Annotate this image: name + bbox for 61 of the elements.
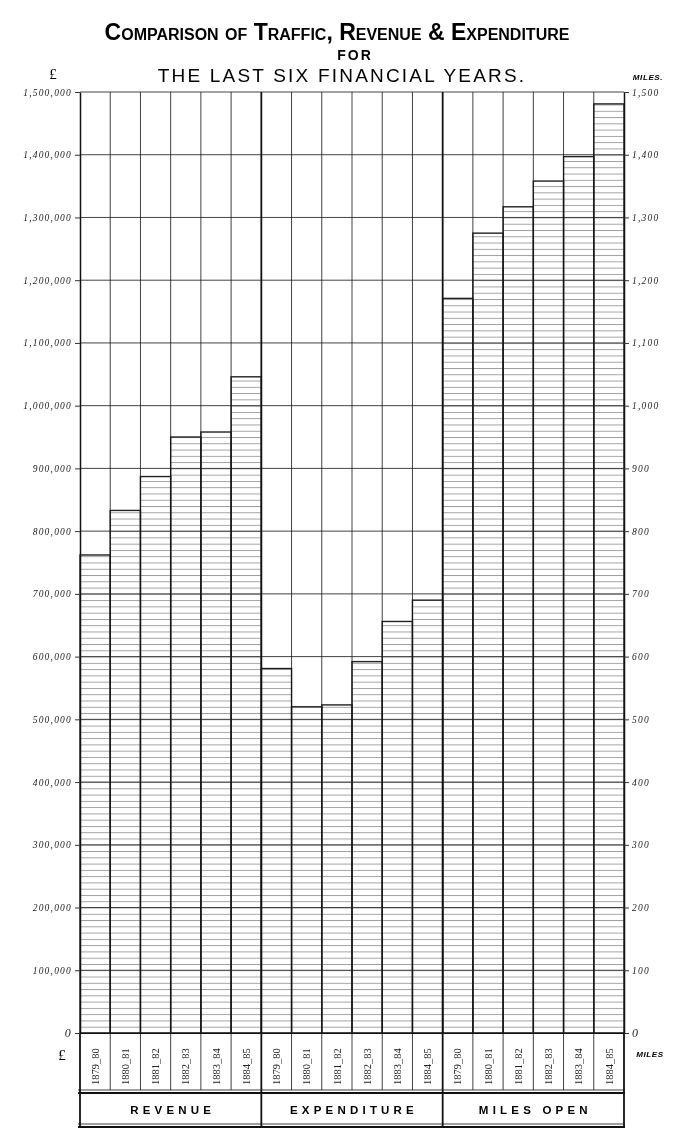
x-tick-label: 1882_83 [543, 1048, 555, 1085]
y-tick-label: 900,000 [32, 463, 72, 474]
x-tick-label: 1883_84 [210, 1047, 222, 1085]
y-tick-label: 300 [631, 840, 650, 851]
x-tick-label: 1881_82 [512, 1048, 524, 1085]
x-axis-title: EXPENDITURE [290, 1104, 418, 1116]
y-tick-label: 400 [632, 777, 650, 788]
y-tick-label: 600 [632, 652, 650, 663]
y-tick-label: 100,000 [32, 965, 72, 976]
y-tick-label: 500 [632, 714, 650, 725]
y-tick-label: 1,300 [632, 213, 660, 224]
x-tick-label: 1880_81 [301, 1048, 313, 1085]
text: Comparison of Traffic, Revenue & Expenditure [104, 19, 570, 45]
y-tick-label: 1,400 [632, 150, 660, 161]
y-tick-label: 700,000 [32, 589, 72, 600]
x-tick-label: 1884_85 [240, 1048, 252, 1085]
y-tick-label: 1,400,000 [23, 150, 72, 161]
y-tick-label: 1,100,000 [23, 338, 72, 349]
y-tick-label: 1,300,000 [23, 213, 72, 224]
text: FOR THE LAST SIX FINANCIAL YEARS. [157, 47, 527, 86]
x-tick-label: 1884_85 [603, 1048, 615, 1085]
x-axis-title: MILES OPEN [478, 1104, 592, 1116]
text: MILES [636, 1050, 664, 1059]
y-tick-label: 1,500,000 [23, 87, 72, 98]
bar [200, 431, 232, 1034]
y-tick-label: 800,000 [32, 526, 72, 537]
y-axis-title: MILES. [632, 73, 664, 82]
y-tick-label: 600,000 [32, 652, 72, 663]
x-tick-label: 1879_80 [89, 1048, 101, 1085]
x-axis-title: REVENUE [130, 1104, 216, 1116]
y-tick-label: 700 [632, 589, 650, 600]
y-tick-label: 800 [632, 526, 650, 537]
x-tick-label: 1879_80 [271, 1048, 283, 1085]
y-tick-label: 1,200,000 [23, 275, 72, 286]
x-tick-label: 1880_81 [482, 1048, 494, 1085]
y-tick-label: 0 [632, 1026, 640, 1041]
x-tick-label: 1879_80 [452, 1048, 464, 1085]
x-tick-label: 1883_84 [392, 1047, 404, 1085]
text: £ [58, 1047, 67, 1063]
y-tick-label: 1,500 [632, 87, 660, 98]
x-tick-label: 1881_82 [331, 1048, 343, 1085]
x-tick-label: 1884_85 [422, 1048, 434, 1085]
y-tick-label: 300,000 [31, 840, 72, 851]
y-axis-title: £ [49, 66, 58, 82]
y-tick-label: 500,000 [32, 714, 72, 725]
y-tick-label: 0 [64, 1026, 72, 1041]
y-tick-label: 200 [632, 903, 650, 914]
x-tick-label: 1880_81 [120, 1048, 132, 1085]
bar [472, 232, 504, 1034]
y-tick-label: 200,000 [32, 903, 72, 914]
x-tick-label: 1883_84 [573, 1047, 585, 1085]
y-tick-label: 1,000,000 [23, 401, 72, 412]
y-tick-label: 1,000 [632, 401, 660, 412]
y-tick-label: 100 [632, 965, 650, 976]
y-tick-label: 900 [632, 463, 650, 474]
x-tick-label: 1882_83 [180, 1048, 192, 1085]
y-tick-label: 1,200 [632, 275, 660, 286]
x-tick-label: 1882_83 [361, 1048, 373, 1085]
x-tick-label: 1881_82 [150, 1048, 162, 1085]
y-tick-label: 400,000 [32, 777, 72, 788]
y-tick-label: 1,100 [632, 338, 660, 349]
